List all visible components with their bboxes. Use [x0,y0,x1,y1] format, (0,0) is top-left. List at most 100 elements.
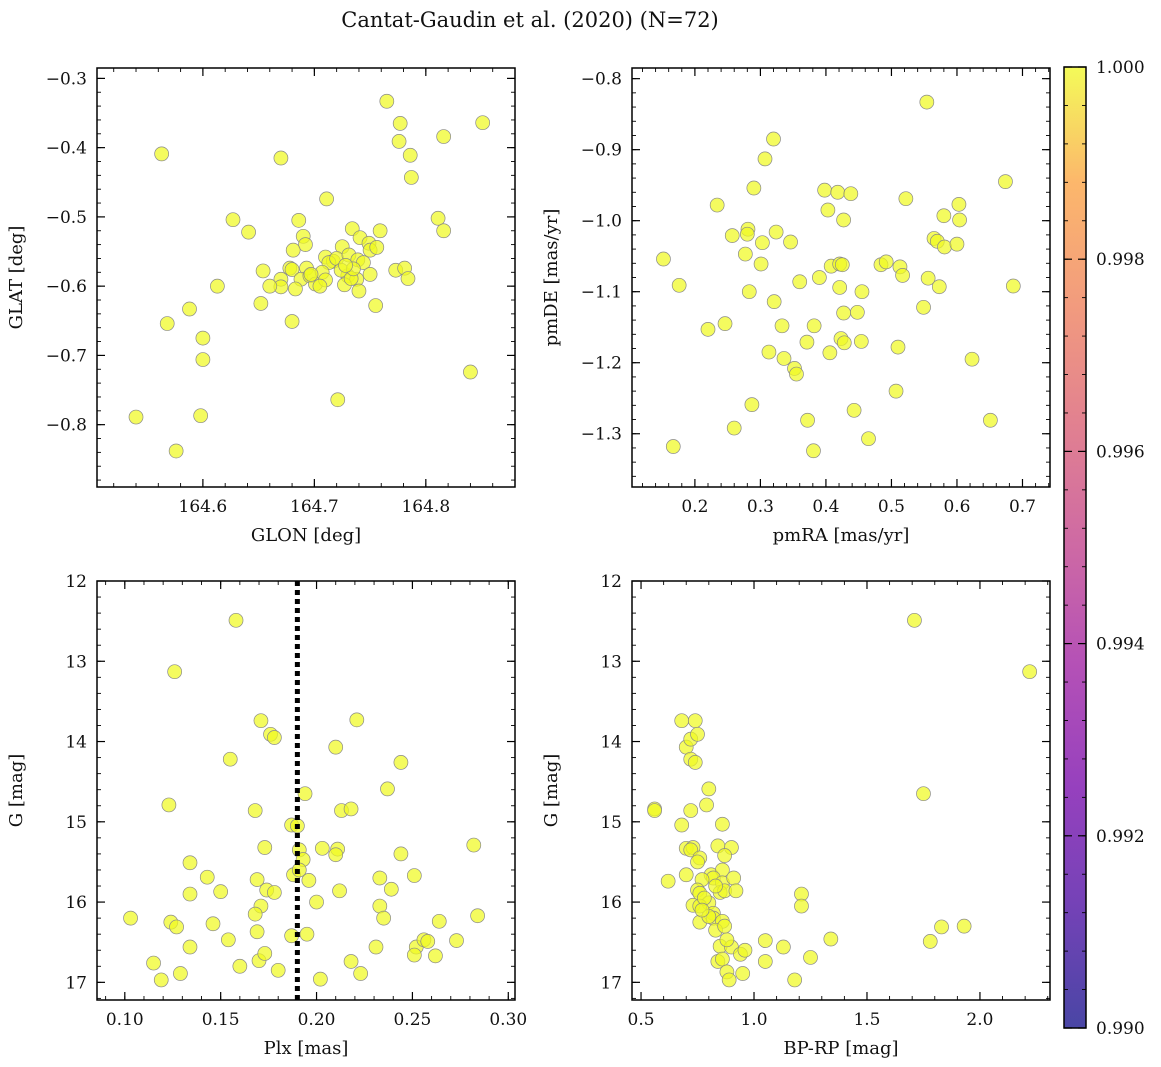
y-axis-label: GLAT [deg] [6,226,27,330]
data-point [232,958,248,974]
y-tick-label: 13 [65,652,87,672]
data-point [690,726,705,742]
data-point [964,351,980,367]
data-point [284,262,300,277]
data-point [257,946,273,961]
data-point [330,392,346,408]
colorbar-tick-label: 0.996 [1096,442,1145,462]
data-point [890,339,906,355]
y-tick-label: −0.9 [581,141,622,161]
y-axis-label: G [mag] [6,754,27,827]
data-point [199,869,215,885]
data-point [717,918,732,934]
data-point [372,870,388,886]
y-tick-label: 15 [600,813,622,833]
data-point [820,202,836,218]
data-point [205,916,221,932]
data-point [836,305,851,321]
axes-frame [96,67,516,488]
data-point [834,257,850,273]
data-point [728,883,744,899]
data-point [428,948,443,964]
data-point [128,409,144,425]
y-tick-label: 16 [65,893,87,913]
data-point [922,934,938,949]
data-point [349,712,365,728]
data-point [687,713,703,729]
data-point [284,314,300,329]
data-point [319,191,334,207]
data-point [753,256,769,272]
data-point [794,898,809,914]
colorbar-tick-label: 0.992 [1096,827,1145,847]
data-point [783,234,798,250]
data-point [931,279,947,295]
data-point [301,873,317,888]
data-point [298,237,313,252]
data-point [273,150,289,166]
data-point [146,955,161,971]
data-point [123,910,138,926]
y-tick-label: 15 [65,813,87,833]
data-point [372,223,388,239]
data-point [792,274,808,290]
colorbar-frame [1063,66,1087,1029]
data-point [757,151,773,167]
x-tick-label: 0.3 [747,497,774,517]
data-point [262,278,278,294]
data-point [362,267,378,282]
data-point [470,908,485,924]
data-point [776,939,791,955]
data-point [949,236,965,252]
data-point [312,278,328,294]
data-point [836,335,852,351]
data-point [832,280,848,295]
data-point [719,932,735,948]
data-point [724,228,740,243]
data-point [799,334,815,350]
panel-pmra-pmde: 0.2 0.3 0.4 0.5 0.6 0.7 −0.8 −0.9 −1.0 −1.1 −1.2 −1… [541,67,1051,546]
data-point [328,739,344,755]
data-point [998,174,1013,189]
data-point [463,364,478,380]
data-point [850,304,865,320]
x-tick-label: 0.25 [393,1010,431,1030]
data-point [823,931,839,947]
x-tick-label: 0.6 [943,497,970,517]
x-axis-label: GLON [deg] [251,525,361,546]
data-point [297,786,313,802]
y-tick-label: −1.3 [581,425,622,445]
data-point [391,134,407,149]
data-point [228,612,244,628]
y-axis-label: G [mag] [541,754,562,827]
data-point [182,855,198,871]
data-point [787,972,803,988]
x-tick-label: 164.8 [401,497,450,517]
data-point [267,730,282,745]
data-point [241,224,256,240]
data-point [392,116,408,131]
data-point [402,147,418,163]
data-point [776,351,792,366]
data-point [436,129,452,144]
data-point [257,840,273,855]
y-tick-label: 13 [600,652,622,672]
y-tick-label: −1.0 [581,212,622,232]
data-point [726,420,742,436]
data-point [774,318,790,334]
y-tick-label: −0.8 [46,416,87,436]
data-point [253,296,269,311]
data-point [674,713,690,729]
data-point [195,330,211,346]
figure-title: Cantat-Gaudin et al. (2020) (N=72) [341,8,719,32]
data-point [270,962,286,978]
data-point [916,786,931,802]
data-point [674,817,690,833]
data-point [803,950,818,965]
data-point [247,906,263,922]
data-point [916,299,931,315]
data-point [709,197,725,213]
x-tick-label: 164.7 [290,497,339,517]
data-point [1005,278,1021,294]
